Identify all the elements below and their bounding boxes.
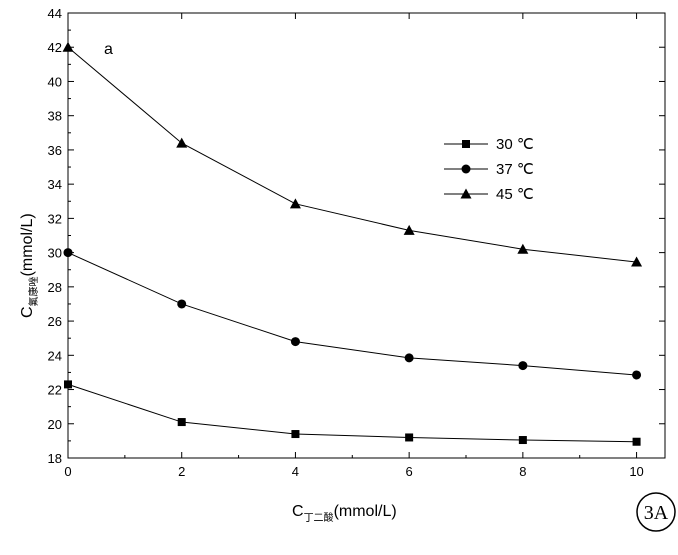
y-tick-label: 18 <box>48 451 62 466</box>
data-point <box>64 380 72 389</box>
y-tick-label: 36 <box>48 143 62 158</box>
y-tick-label: 20 <box>48 417 62 432</box>
data-point <box>291 430 300 439</box>
series-2 <box>62 41 643 267</box>
data-point <box>290 337 300 347</box>
legend-entry: 37 ℃ <box>444 161 534 178</box>
y-tick-label: 42 <box>48 40 62 55</box>
x-axis: 0 2 4 6 8 10 <box>64 13 644 479</box>
data-point <box>632 370 642 380</box>
svg-text:C氟康唑(mmol/L): C氟康唑(mmol/L) <box>19 213 40 318</box>
y-tick-label: 26 <box>48 314 62 329</box>
data-point <box>289 198 301 209</box>
y-axis-title-main: C <box>19 306 36 318</box>
x-axis-title-sub: 丁二酸 <box>304 511 334 524</box>
data-point <box>177 299 187 309</box>
legend: 30 ℃ 37 ℃ 45 ℃ <box>444 136 534 203</box>
series-line <box>67 46 637 263</box>
y-tick-label: 38 <box>48 109 62 124</box>
y-tick-label: 24 <box>48 348 62 363</box>
x-tick-label: 2 <box>178 464 185 479</box>
figure-badge-circle <box>636 492 676 532</box>
series-line <box>67 383 637 443</box>
series-line <box>67 252 637 376</box>
y-tick-label: 22 <box>48 383 62 398</box>
figure-badge-text: 3A <box>644 502 669 524</box>
x-tick-label: 6 <box>406 464 413 479</box>
x-axis-title-main: C <box>292 503 304 520</box>
data-point <box>631 256 643 267</box>
series-0 <box>64 380 641 446</box>
x-tick-label: 8 <box>519 464 526 479</box>
data-point <box>405 433 414 442</box>
data-point <box>177 418 186 427</box>
data-point <box>63 248 73 258</box>
data-point <box>176 137 188 148</box>
data-point <box>404 353 414 363</box>
legend-entry: 45 ℃ <box>444 186 534 203</box>
y-axis-title-sub: 氟康唑 <box>27 276 40 306</box>
x-tick-label: 0 <box>64 464 71 479</box>
legend-marker <box>460 188 472 199</box>
legend-label: 45 ℃ <box>496 186 534 203</box>
series-1 <box>63 248 642 380</box>
panel-label: a <box>104 41 113 58</box>
legend-label: 37 ℃ <box>496 161 534 178</box>
data-point <box>403 224 415 235</box>
x-tick-label: 10 <box>629 464 643 479</box>
y-axis: 18 20 22 24 26 28 30 32 34 36 38 40 42 44 <box>48 6 665 466</box>
legend-entry: 30 ℃ <box>444 136 534 153</box>
y-axis-title: C氟康唑(mmol/L) <box>19 213 40 318</box>
y-tick-label: 34 <box>48 177 62 192</box>
y-tick-label: 40 <box>48 74 62 89</box>
data-point <box>517 243 529 254</box>
data-point <box>632 437 641 446</box>
y-tick-label: 30 <box>48 246 62 261</box>
series-layer <box>62 41 643 446</box>
legend-marker <box>461 164 471 174</box>
legend-marker <box>462 140 470 148</box>
y-axis-title-unit: (mmol/L) <box>19 213 36 276</box>
plot-frame <box>67 12 666 459</box>
figure-badge: 3A <box>636 492 676 532</box>
data-point <box>518 436 527 445</box>
y-tick-label: 44 <box>48 6 62 21</box>
y-tick-label: 32 <box>48 211 62 226</box>
y-tick-label: 28 <box>48 280 62 295</box>
x-axis-title: C丁二酸(mmol/L) <box>292 503 397 524</box>
x-tick-label: 4 <box>292 464 299 479</box>
data-point <box>62 41 74 52</box>
data-point <box>518 361 528 371</box>
x-axis-title-unit: (mmol/L) <box>334 503 397 520</box>
legend-label: 30 ℃ <box>496 136 534 153</box>
